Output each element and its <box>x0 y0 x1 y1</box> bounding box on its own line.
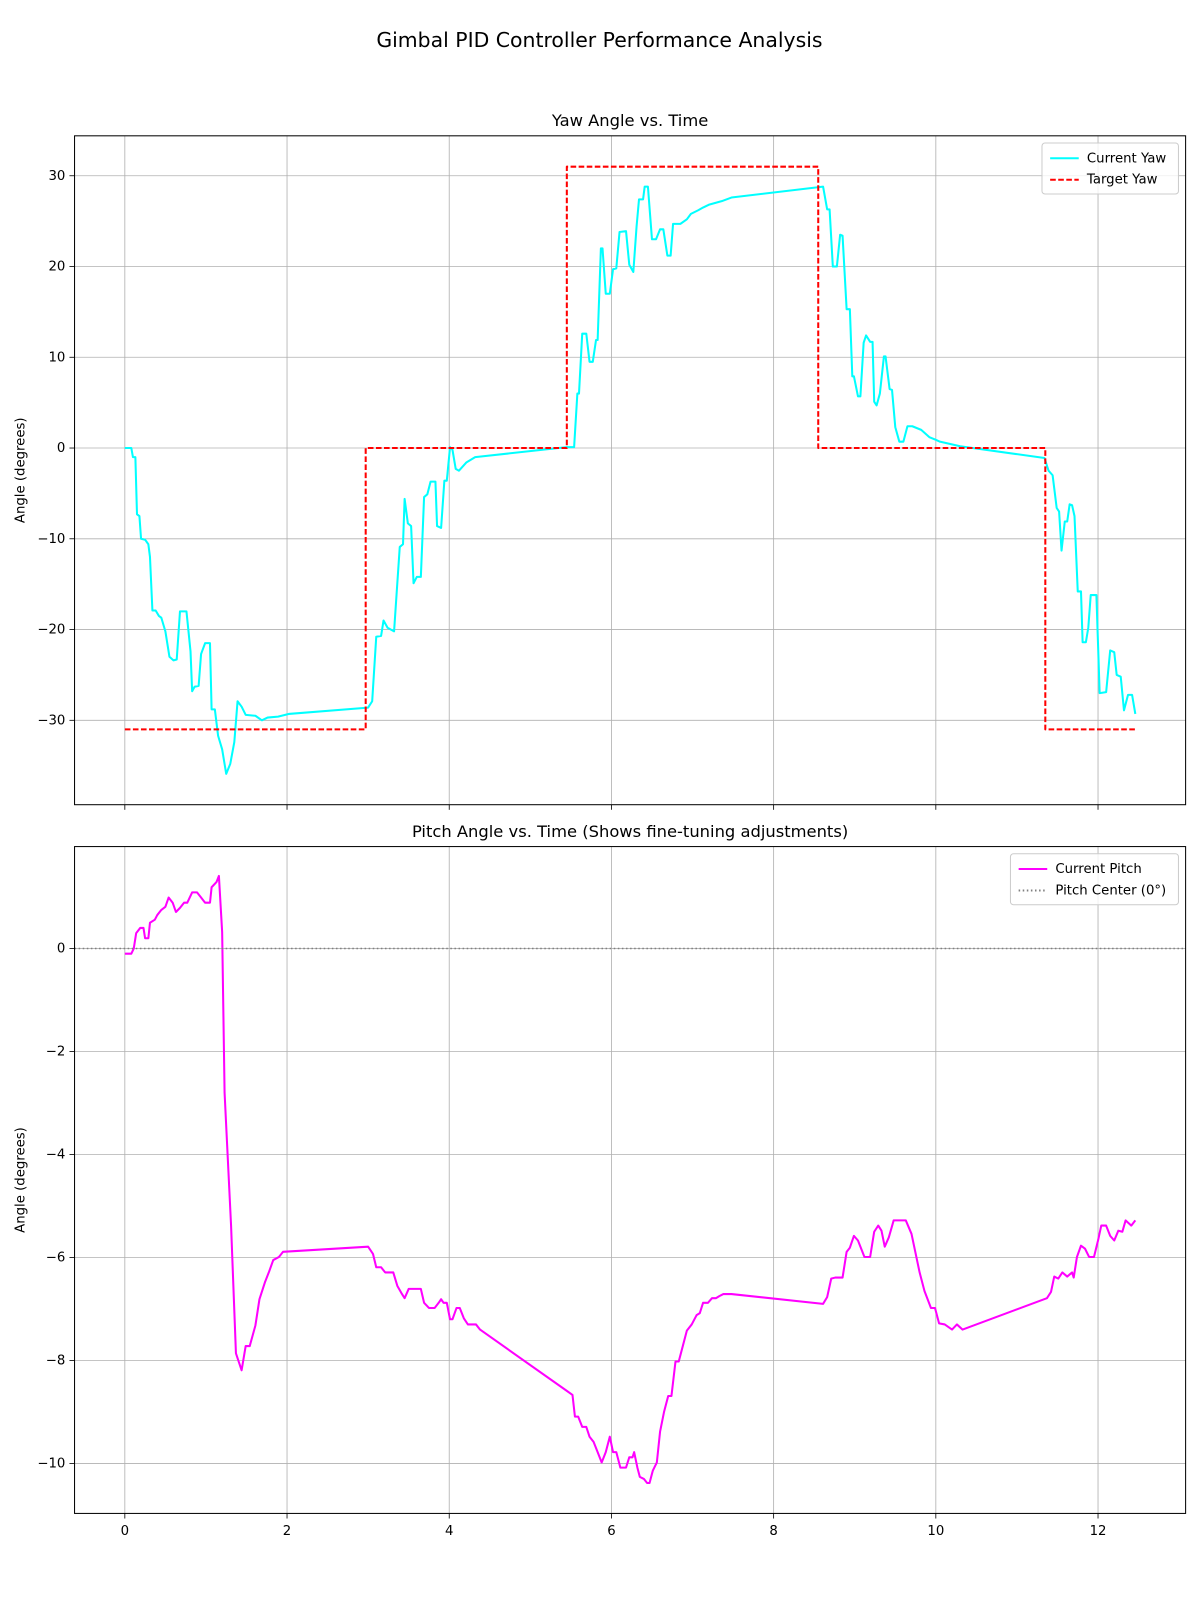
legend-label: Target Yaw <box>1086 173 1158 188</box>
legend: Current Yaw Target Yaw <box>1041 142 1179 195</box>
y-tick-label: −6 <box>46 1250 66 1265</box>
plot-frame <box>74 846 1187 1514</box>
y-axis-label: Angle (degrees) <box>13 1127 28 1233</box>
y-tick-label: 30 <box>48 169 65 184</box>
y-tick-label: −10 <box>37 532 65 547</box>
data-line <box>124 165 1136 731</box>
y-tick-label: −8 <box>46 1353 66 1368</box>
y-tick-label: 10 <box>48 350 65 365</box>
y-tick-label: −2 <box>46 1045 66 1060</box>
x-tick-label: 2 <box>283 1524 291 1539</box>
legend-label: Pitch Center (0°) <box>1055 883 1166 898</box>
subplot-title: Yaw Angle vs. Time <box>551 111 708 130</box>
plot-frame <box>74 135 1187 806</box>
data-line <box>124 185 1137 775</box>
legend: Current Pitch Pitch Center (0°) <box>1009 853 1179 906</box>
x-tick-label: 4 <box>445 1524 453 1539</box>
legend-label: Current Yaw <box>1087 151 1166 166</box>
x-tick-label: 12 <box>1090 1524 1107 1539</box>
x-tick-label: 0 <box>121 1524 129 1539</box>
legend-box <box>1041 142 1179 195</box>
x-tick-label: 10 <box>927 1524 944 1539</box>
subplot-title: Pitch Angle vs. Time (Shows fine-tuning … <box>412 822 848 841</box>
y-tick-label: 0 <box>57 441 65 456</box>
figure-content: Gimbal PID Controller Performance Analys… <box>13 28 1187 1539</box>
y-tick-label: 20 <box>48 260 65 275</box>
x-tick-label: 6 <box>607 1524 615 1539</box>
legend-label: Current Pitch <box>1055 862 1141 877</box>
y-tick-label: −20 <box>37 623 65 638</box>
legend-box <box>1009 853 1179 906</box>
y-tick-label: −4 <box>46 1148 66 1163</box>
y-axis-label: Angle (degrees) <box>13 417 28 523</box>
figure-title: Gimbal PID Controller Performance Analys… <box>376 28 822 52</box>
y-tick-label: −10 <box>37 1456 65 1471</box>
data-line <box>124 874 1137 1485</box>
x-tick-label: 8 <box>769 1524 777 1539</box>
y-tick-label: 0 <box>57 942 65 957</box>
y-tick-label: −30 <box>37 713 65 728</box>
